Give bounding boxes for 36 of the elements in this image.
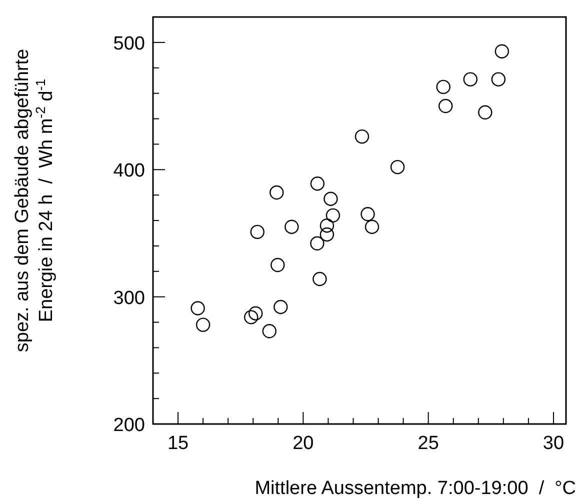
- point: [491, 72, 506, 86]
- point: [310, 176, 325, 191]
- point: [436, 80, 450, 94]
- point: [320, 227, 334, 242]
- x-tick-label: 30: [542, 433, 564, 454]
- point: [262, 324, 276, 338]
- x-tick-label: 25: [418, 433, 439, 454]
- point: [248, 306, 263, 320]
- x-tick-label: 20: [292, 433, 314, 454]
- point: [463, 72, 478, 86]
- point: [312, 272, 327, 286]
- point: [326, 208, 340, 223]
- point: [360, 207, 375, 222]
- point: [438, 98, 453, 114]
- point: [196, 318, 210, 332]
- y-tick-label: 300: [113, 288, 145, 309]
- point: [364, 220, 380, 234]
- point: [244, 310, 258, 324]
- y-tick-label: 500: [113, 33, 145, 54]
- y-tick-label: 200: [113, 415, 145, 436]
- point: [324, 192, 338, 206]
- point: [190, 301, 205, 316]
- point: [494, 44, 510, 58]
- point: [310, 236, 324, 250]
- x-axis-title: Mittlere Aussentemp. 7:00-19:00 / °C: [254, 478, 576, 499]
- point: [390, 160, 405, 174]
- point: [320, 218, 334, 233]
- point: [270, 258, 285, 272]
- x-tick-label: 15: [167, 433, 189, 454]
- point: [478, 105, 492, 120]
- point: [354, 129, 370, 144]
- point: [250, 224, 264, 240]
- point: [284, 220, 299, 234]
- point: [270, 185, 284, 200]
- point: [274, 300, 288, 314]
- y-tick-label: 400: [113, 160, 145, 182]
